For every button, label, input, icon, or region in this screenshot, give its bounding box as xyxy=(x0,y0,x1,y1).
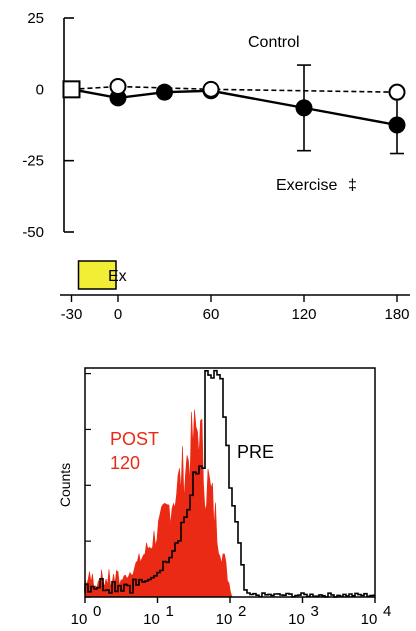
x-tick-label-exponent: 4 xyxy=(383,603,391,620)
pre-histogram-outline xyxy=(84,369,375,598)
pre-label: PRE xyxy=(237,442,274,462)
line-chart-axes: 25 0 -25 -50 -30 0 60 120 180 xyxy=(22,10,410,323)
x-tick-label-exponent: 2 xyxy=(238,603,246,620)
x-tick-label-base: 10 xyxy=(361,611,378,628)
x-tick-label: 180 xyxy=(384,306,409,323)
histogram-axes: 10 0 10 1 10 2 10 3 10 4 xyxy=(71,372,391,628)
counts-axis-label: Counts xyxy=(57,463,73,507)
flow-cytometry-histogram: 10 0 10 1 10 2 10 3 10 4 POST 120 PRE Counts xyxy=(57,367,391,628)
x-tick-label: 0 xyxy=(114,306,122,323)
exercise-period-rect xyxy=(77,260,117,290)
x-tick-label-exponent: 1 xyxy=(166,603,174,620)
line-chart: 25 0 -25 -50 -30 0 60 120 180 Control Exercise ‡… xyxy=(22,10,410,323)
x-tick-label-base: 10 xyxy=(71,611,88,628)
control-point xyxy=(202,80,220,98)
x-tick-label-base: 10 xyxy=(288,611,305,628)
y-tick-label: -50 xyxy=(22,224,44,241)
exercise-period-box: Ex xyxy=(77,260,127,290)
line-chart-series xyxy=(62,64,406,155)
y-tick-label: -25 xyxy=(22,153,44,170)
post-120-label-line1: POST xyxy=(110,429,159,449)
x-tick-label: 60 xyxy=(203,306,220,323)
post-120-histogram-fill xyxy=(84,409,233,598)
exercise-point xyxy=(388,116,406,134)
x-tick-label-exponent: 3 xyxy=(311,603,319,620)
x-tick-label-base: 10 xyxy=(143,611,160,628)
control-point xyxy=(388,83,406,101)
exercise-period-label: Ex xyxy=(108,268,127,285)
exercise-point xyxy=(295,99,313,117)
exercise-label: Exercise xyxy=(276,177,337,194)
x-tick-label: 120 xyxy=(291,306,316,323)
y-tick-label: 25 xyxy=(27,10,44,27)
x-tick-label-exponent: 0 xyxy=(93,603,101,620)
control-point xyxy=(109,77,127,95)
x-tick-label-base: 10 xyxy=(216,611,233,628)
x-tick-label: -30 xyxy=(61,306,83,323)
exercise-significance-mark: ‡ xyxy=(348,177,357,194)
control-label: Control xyxy=(248,34,300,51)
post-120-label-line2: 120 xyxy=(110,453,140,473)
exercise-point xyxy=(156,83,173,101)
y-tick-label: 0 xyxy=(36,81,44,98)
baseline-point xyxy=(62,80,81,99)
histogram-frame xyxy=(84,367,376,598)
